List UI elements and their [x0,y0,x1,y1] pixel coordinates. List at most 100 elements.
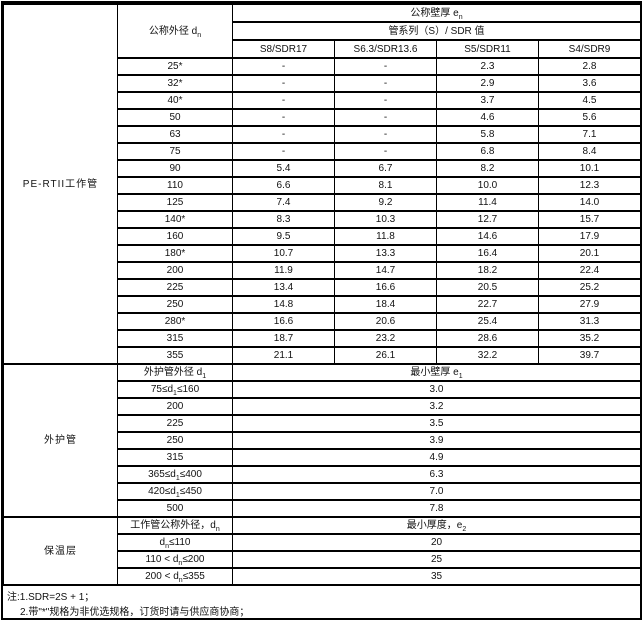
nominal-diameter-cell: 250 [117,295,233,314]
wall-thickness-cell: 2.8 [538,57,640,76]
min-wall-cell: 7.8 [232,499,640,518]
working-pipe-row: 250 14.8 18.4 22.7 27.9 [4,295,640,314]
wall-thickness-cell: 3.7 [436,91,539,110]
working-pipe-row: 63- -5.8 7.1 [4,125,640,144]
nominal-diameter-cell: 40* [117,91,233,110]
wall-thickness-cell: 13.3 [334,244,437,263]
wall-thickness-cell: 20.5 [436,278,539,297]
note-line-2: 2.带"*"规格为非优选规格，订货时请与供应商协商； [20,607,250,618]
nominal-diameter-cell: 25* [117,57,233,76]
casing-diameter-cell: 225 [117,414,233,433]
casing-diameter-cell: 315 [117,448,233,467]
wall-thickness-cell: 5.8 [436,125,539,144]
wall-thickness-cell: 22.4 [538,261,640,280]
outer-casing-row: 365≤d1≤400 6.3 [4,465,640,484]
wall-thickness-cell: 26.1 [334,346,437,365]
wall-thickness-cell: 11.9 [232,261,335,280]
min-thickness-cell: 35 [232,567,640,586]
pipe-spec-table: PE-RTII工作管 公称外径 dn 公称壁厚 en 管系列（S）/ SDR 值… [3,3,640,586]
working-pipe-row: 140* 8.3 10.3 12.7 15.7 [4,210,640,229]
wall-thickness-cell: - [334,108,437,127]
outer-casing-row: 250 3.9 [4,431,640,450]
min-thickness-cell: 25 [232,550,640,569]
wall-thickness-cell: 23.2 [334,329,437,348]
outer-diameter-header: 公称外径 dn [117,3,233,59]
insulation-row: dn≤110 20 [4,533,640,552]
nominal-diameter-cell: 50 [117,108,233,127]
wall-thickness-cell: 13.4 [232,278,335,297]
nominal-diameter-cell: 315 [117,329,233,348]
wall-thickness-cell: 18.2 [436,261,539,280]
working-pipe-row: 75- -6.8 8.4 [4,142,640,161]
wall-thickness-cell: 7.1 [538,125,640,144]
outer-casing-row: 420≤d1≤450 7.0 [4,482,640,501]
wall-thickness-cell: 39.7 [538,346,640,365]
wall-thickness-cell: 10.0 [436,176,539,195]
working-pipe-row: 315 18.7 23.2 28.6 35.2 [4,329,640,348]
nominal-diameter-cell: 140* [117,210,233,229]
wall-thickness-cell: 4.6 [436,108,539,127]
wall-thickness-cell: 5.4 [232,159,335,178]
nominal-diameter-cell: 32* [117,74,233,93]
wall-thickness-cell: 8.1 [334,176,437,195]
wall-thickness-cell: 2.9 [436,74,539,93]
wall-thickness-cell: 16.6 [334,278,437,297]
working-pipe-row: 160 9.5 11.8 14.6 17.9 [4,227,640,246]
nominal-diameter-cell: 110 [117,176,233,195]
wall-thickness-cell: 11.4 [436,193,539,212]
notes: 注:1.SDR=2S + 1； 2.带"*"规格为非优选规格，订货时请与供应商协… [3,586,640,618]
wall-thickness-cell: 14.7 [334,261,437,280]
wall-thickness-cell: 21.1 [232,346,335,365]
nominal-diameter-cell: 63 [117,125,233,144]
section3-insulation: 保温层 工作管公称外径，dn 最小厚度，e2 dn≤110 20 110 < dn≤200… [3,516,640,586]
min-wall-header: 最小壁厚 e1 [232,363,640,382]
wall-thickness-cell: 3.6 [538,74,640,93]
wall-thickness-cell: - [232,142,335,161]
wall-thickness-cell: 27.9 [538,295,640,314]
nominal-diameter-cell: 225 [117,278,233,297]
wall-thickness-cell: 4.5 [538,91,640,110]
wall-thickness-cell: 9.5 [232,227,335,246]
wall-thickness-cell: - [232,108,335,127]
wall-thickness-cell: 14.6 [436,227,539,246]
outer-casing-row: 315 4.9 [4,448,640,467]
casing-diameter-cell: 365≤d1≤400 [117,465,233,484]
wall-thickness-cell: 8.2 [436,159,539,178]
min-wall-cell: 3.2 [232,397,640,416]
wall-thickness-cell: 22.7 [436,295,539,314]
wall-thickness-cell: 35.2 [538,329,640,348]
wall-thickness-cell: 31.3 [538,312,640,331]
min-wall-cell: 3.5 [232,414,640,433]
casing-diameter-cell: 420≤d1≤450 [117,482,233,501]
wall-thickness-cell: 16.6 [232,312,335,331]
working-pipe-row: 90 5.4 6.7 8.2 10.1 [4,159,640,178]
min-wall-cell: 7.0 [232,482,640,501]
casing-diameter-cell: 250 [117,431,233,450]
wall-thickness-cell: 18.7 [232,329,335,348]
wall-thickness-cell: 28.6 [436,329,539,348]
wall-thickness-cell: 20.6 [334,312,437,331]
wall-thickness-cell: 16.4 [436,244,539,263]
insulation-row: 200 < dn≤355 35 [4,567,640,586]
wall-thickness-cell: 25.4 [436,312,539,331]
wall-thickness-cell: - [334,57,437,76]
working-pipe-diameter-header: 工作管公称外径，dn [117,516,233,535]
casing-diameter-cell: 75≤d1≤160 [117,380,233,399]
working-pipe-row: 50- -4.6 5.6 [4,108,640,127]
casing-diameter-cell: 200 [117,397,233,416]
diameter-range-cell: 110 < dn≤200 [117,550,233,569]
wall-thickness-cell: 10.7 [232,244,335,263]
outer-casing-row: 500 7.8 [4,499,640,518]
working-pipe-row: 40* - -3.7 4.5 [4,91,640,110]
outer-casing-row: 75≤d1≤160 3.0 [4,380,640,399]
note-line-1: 注:1.SDR=2S + 1； [7,592,95,603]
wall-thickness-cell: 15.7 [538,210,640,229]
wall-thickness-cell: - [334,91,437,110]
wall-thickness-cell: 8.4 [538,142,640,161]
wall-thickness-cell: 6.8 [436,142,539,161]
diameter-range-cell: 200 < dn≤355 [117,567,233,586]
series-sdr-header: 管系列（S）/ SDR 值 [232,21,640,41]
nominal-diameter-cell: 90 [117,159,233,178]
wall-thickness-cell: 25.2 [538,278,640,297]
